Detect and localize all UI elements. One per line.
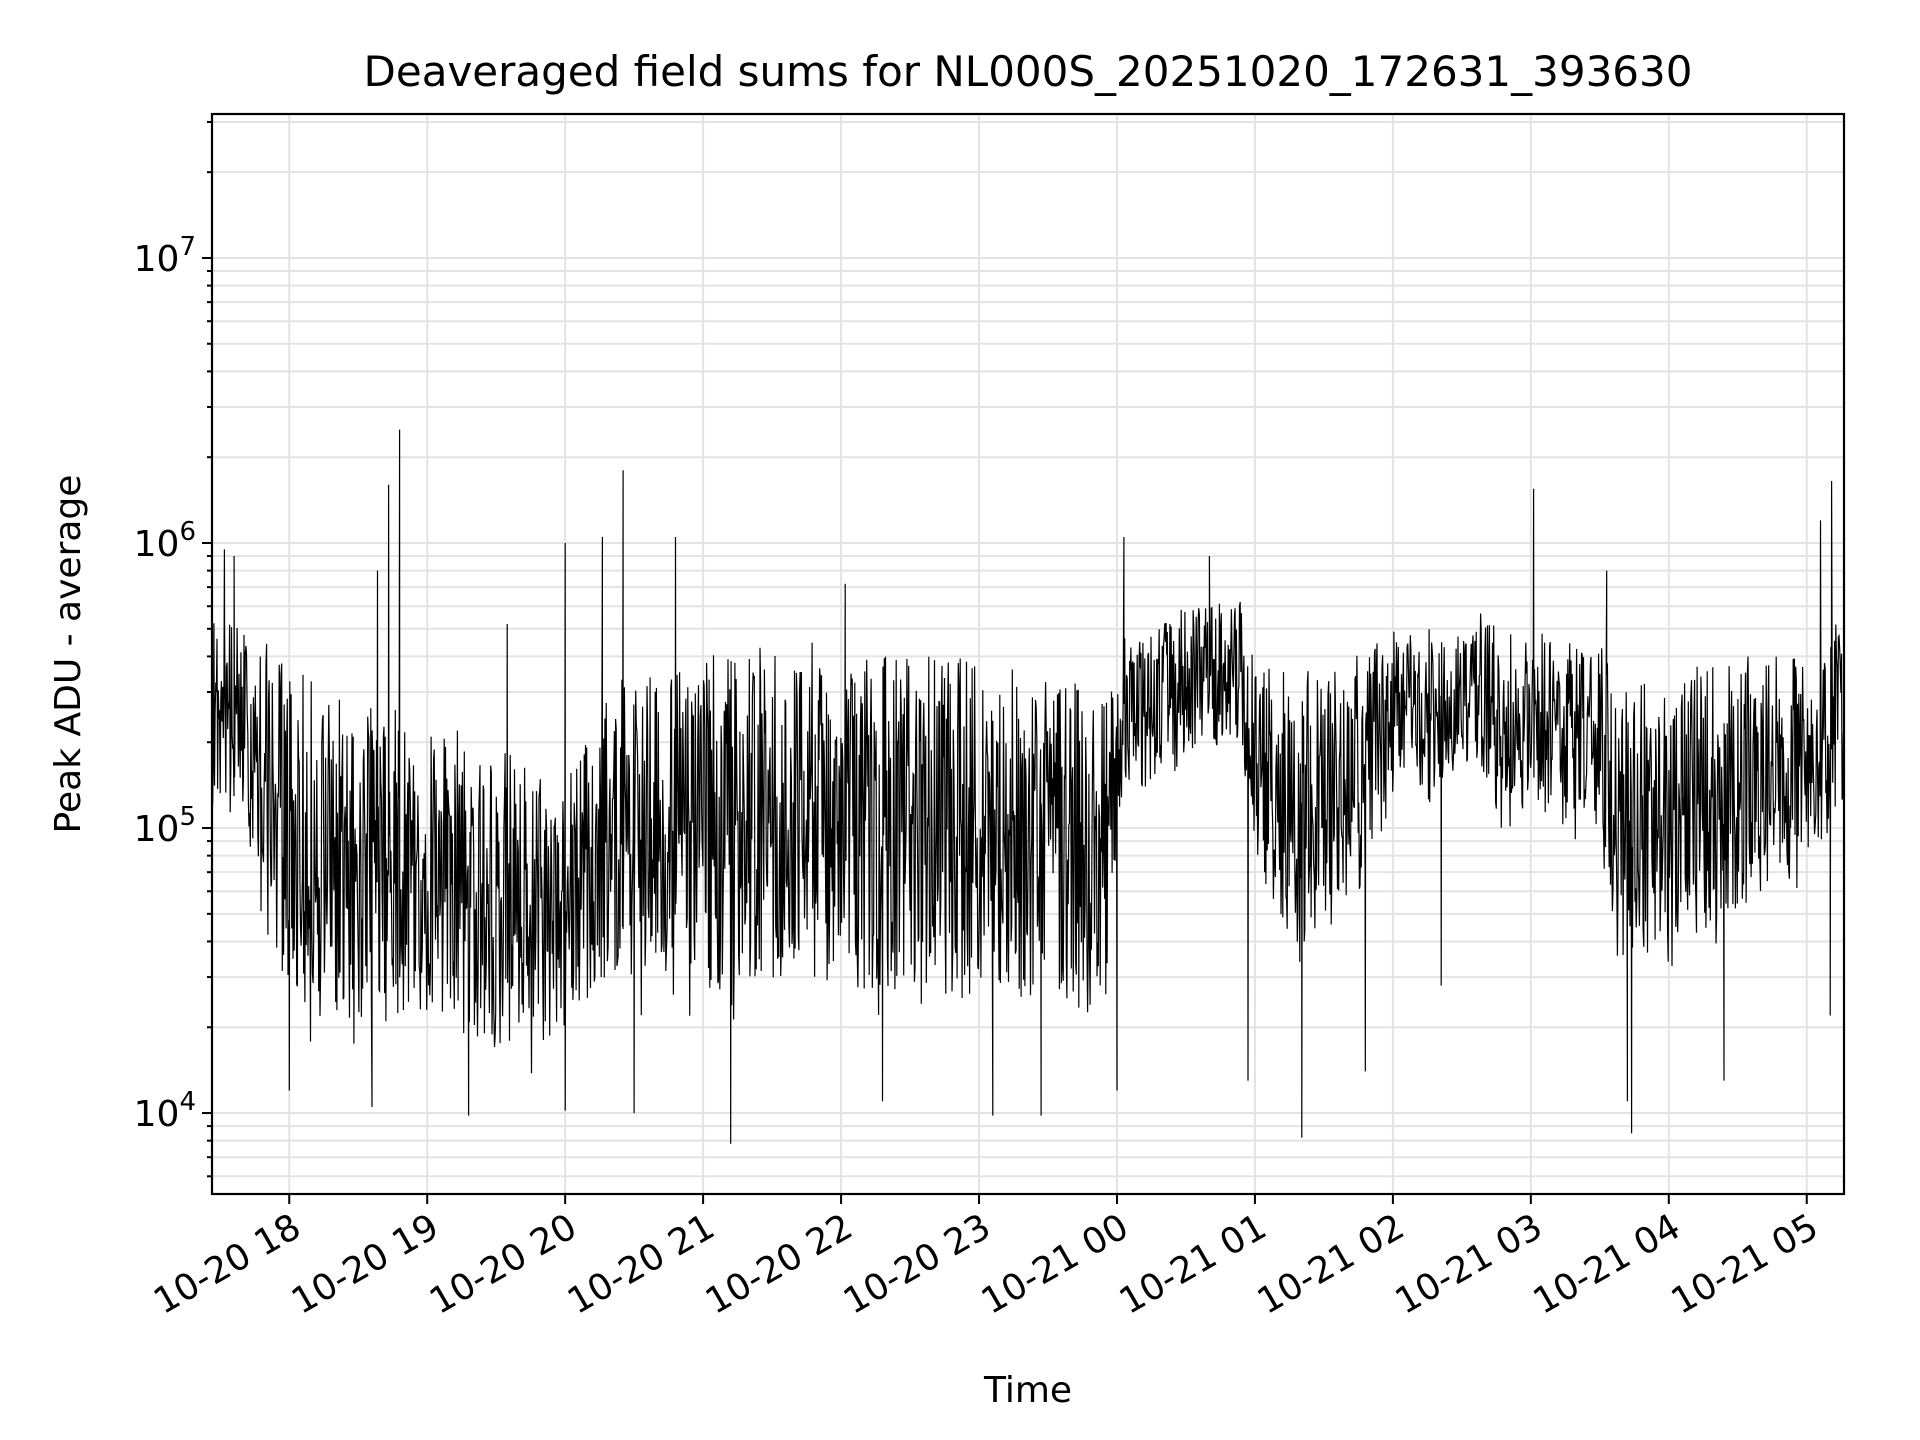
y-tick-label: 104	[134, 1087, 196, 1135]
y-tick-label: 107	[134, 232, 196, 280]
y-tick-exponent: 7	[179, 232, 196, 262]
y-tick-base: 10	[134, 239, 180, 280]
y-tick-base: 10	[134, 809, 180, 850]
plot-area	[211, 429, 1845, 1144]
y-tick-base: 10	[134, 524, 180, 565]
axes-frame	[210, 112, 1846, 1196]
y-tick-label: 106	[134, 517, 196, 565]
x-axis-label: Time	[983, 1370, 1072, 1411]
y-tick-base: 10	[134, 1094, 180, 1135]
y-axis-label: Peak ADU - average	[48, 475, 89, 834]
chart-title: Deaveraged field sums for NL000S_2025102…	[364, 47, 1693, 96]
y-tick-exponent: 5	[179, 802, 196, 832]
series-line	[211, 429, 1845, 1144]
y-tick-exponent: 6	[179, 517, 196, 547]
y-tick-exponent: 4	[179, 1087, 196, 1117]
y-tick-label: 105	[134, 802, 196, 850]
